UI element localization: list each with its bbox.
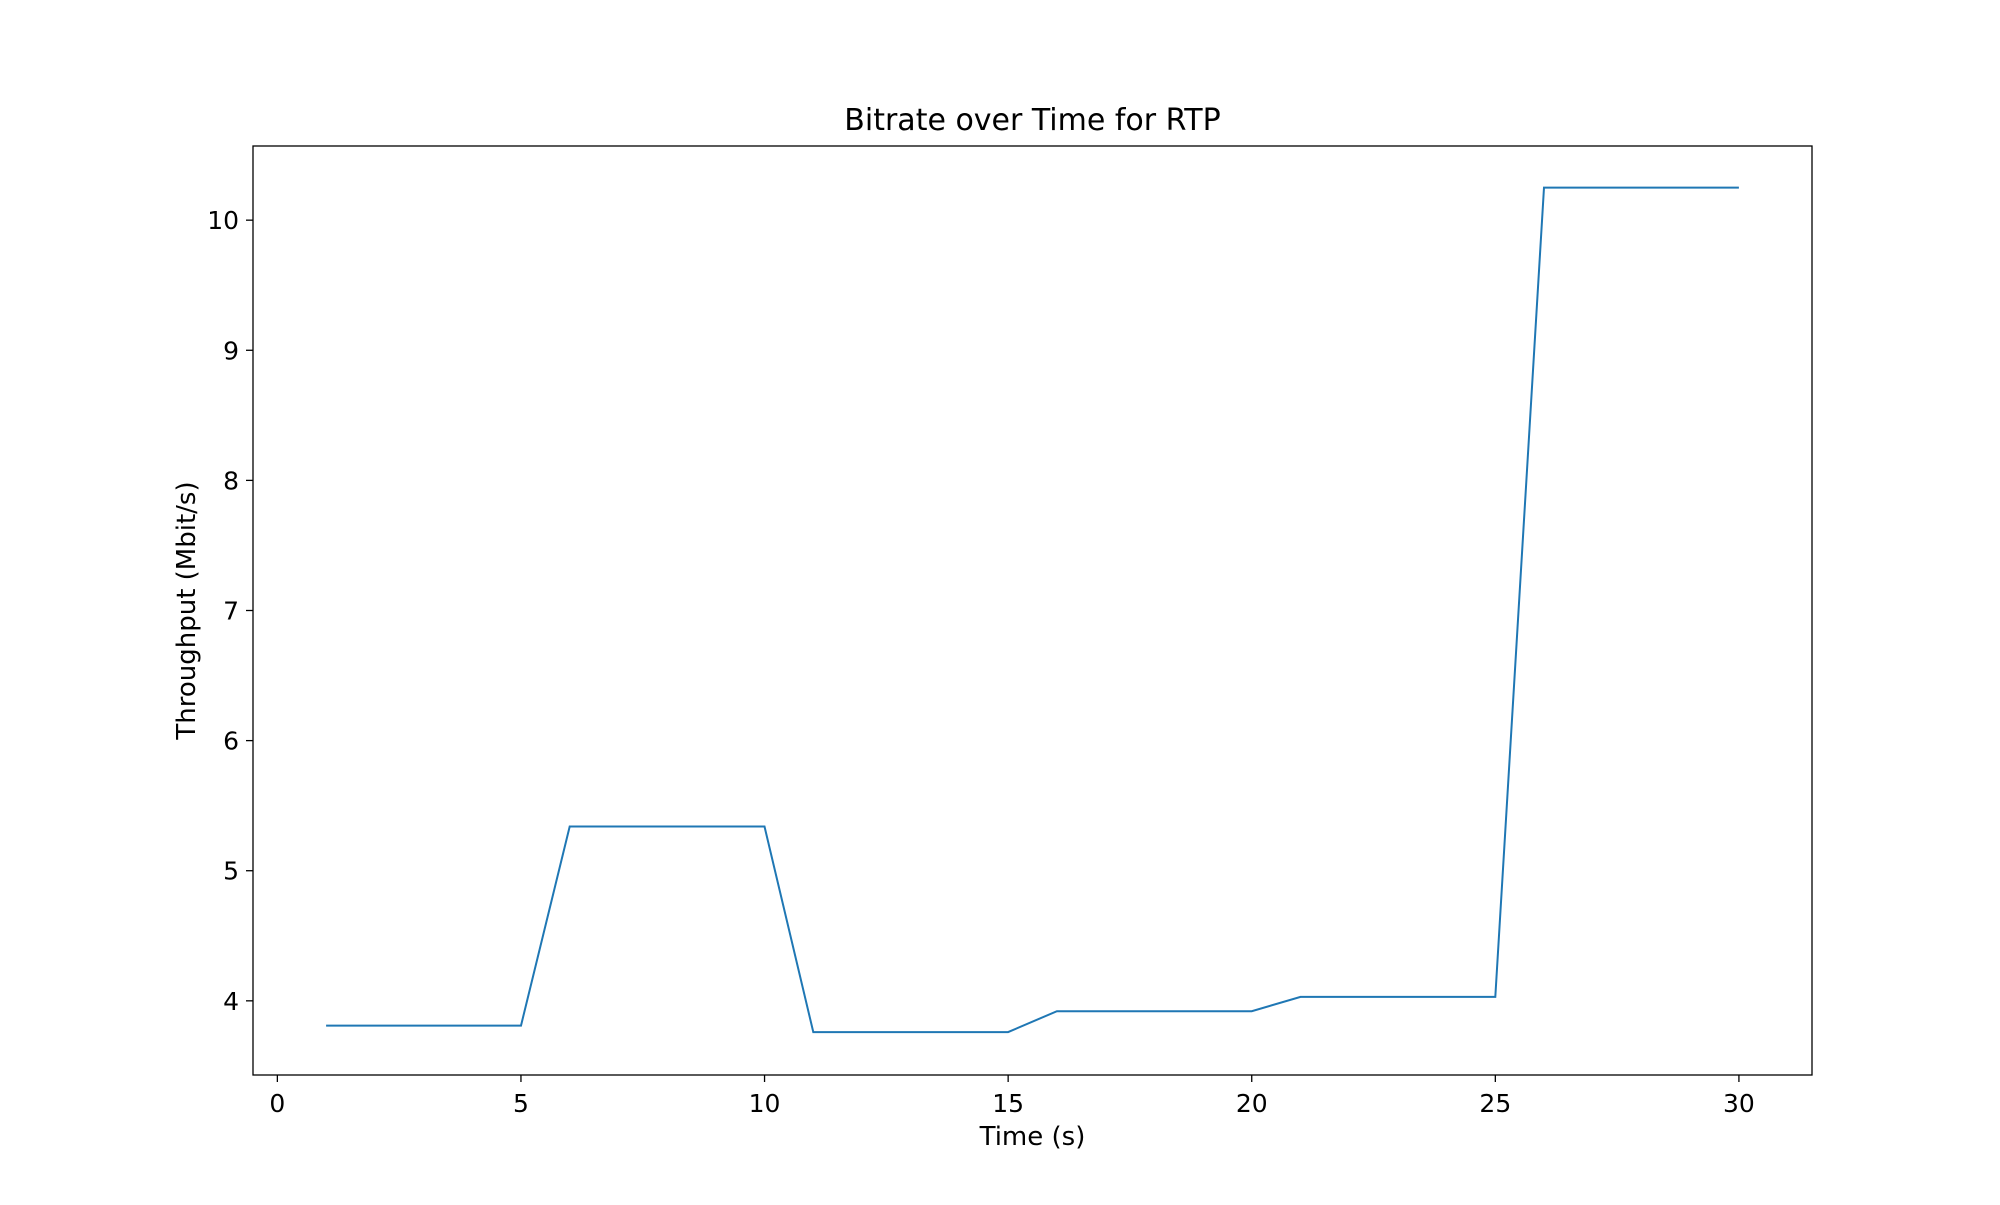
x-axis: 0 5 10 15 20 25 30 [269, 1075, 1755, 1118]
x-axis-label: Time (s) [979, 1122, 1086, 1152]
x-tick-label: 5 [513, 1089, 529, 1118]
series-line-1 [326, 186, 1739, 1034]
y-axis-label: Throughput (Mbit/s) [172, 481, 202, 740]
y-tick-label: 4 [223, 987, 239, 1016]
x-tick-label: 15 [992, 1089, 1024, 1118]
y-axis: 4 5 6 7 8 9 10 [207, 206, 253, 1016]
y-tick-label: 9 [223, 336, 239, 365]
y-tick-label: 10 [207, 206, 239, 235]
y-tick-label: 7 [223, 597, 239, 626]
x-tick-label: 25 [1479, 1089, 1511, 1118]
x-tick-label: 20 [1236, 1089, 1268, 1118]
series-lines [326, 186, 1739, 1034]
plot-frame [252, 145, 1813, 1076]
x-tick-label: 30 [1723, 1089, 1755, 1118]
y-tick-label: 8 [223, 466, 239, 495]
y-tick-label: 6 [223, 727, 239, 756]
y-tick-label: 5 [223, 857, 239, 886]
x-tick-label: 0 [269, 1089, 285, 1118]
chart-title: Bitrate over Time for RTP [844, 103, 1220, 138]
plot-area [252, 145, 1813, 1076]
x-tick-label: 10 [749, 1089, 781, 1118]
